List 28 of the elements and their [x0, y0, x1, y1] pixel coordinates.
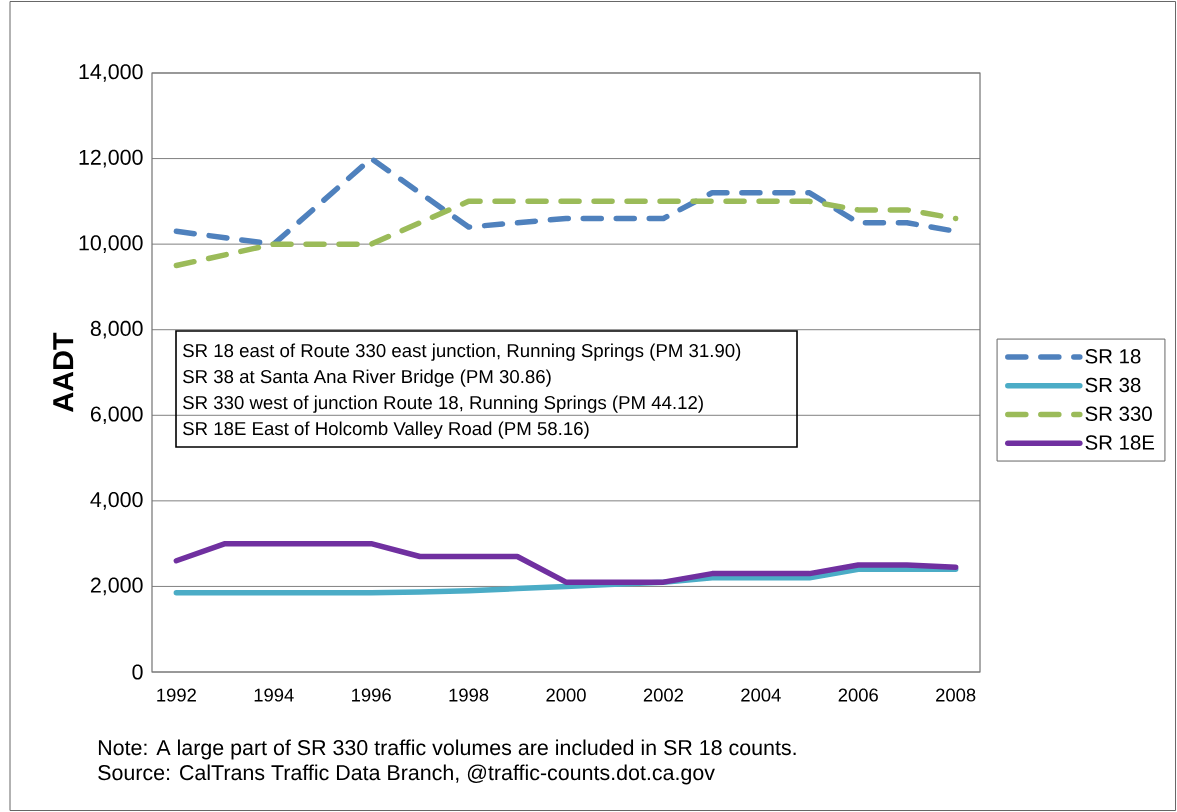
x-tick-label: 2006	[838, 688, 878, 702]
y-tick-label: 2,000	[90, 577, 143, 596]
y-tick-label: 14,000	[79, 64, 143, 82]
annotation: SR 38 at Santa Ana River Bridge (PM 30.86)	[183, 369, 551, 387]
y-tick-label: 0	[132, 664, 143, 680]
x-tick-label: 1996	[352, 688, 391, 702]
x-tick-label: 2004	[741, 688, 781, 702]
annotation: SR 330 west of junction Route 18, Running Springs (PM 44.12)	[183, 395, 703, 413]
x-tick-label: 1992	[157, 688, 196, 702]
y-axis-title: AADT	[53, 332, 74, 412]
annotation: SR 18 east of Route 330 east junction, Running Springs (PM 31.90)	[183, 343, 741, 361]
y-tick-label: 6,000	[90, 406, 143, 425]
y-tick-label: 8,000	[90, 320, 143, 339]
text: Note: A large part of SR 330 traffic volumes are included in SR 18 counts.	[98, 739, 796, 760]
x-tick-label: 2002	[643, 688, 683, 702]
legend-label: SR 18E	[1085, 435, 1155, 450]
legend-label: SR 38	[1085, 377, 1141, 393]
y-tick-label: 10,000	[79, 235, 143, 253]
x-tick-label: 1994	[254, 688, 294, 702]
x-tick-label: 2000	[546, 688, 586, 702]
y-tick-label: 4,000	[90, 492, 143, 510]
annotation: SR 18E East of Holcomb Valley Road (PM 58.16)	[183, 421, 589, 439]
y-tick-label: 12,000	[79, 149, 143, 168]
x-tick-label: 1998	[449, 688, 489, 702]
legend-label: SR 18	[1085, 349, 1141, 364]
legend-label: SR 330	[1085, 406, 1152, 422]
source-note: Source: CalTrans Traffic Data Branch, @traffic-counts.dot.ca.gov	[98, 764, 715, 785]
x-tick-label: 2008	[936, 688, 976, 702]
